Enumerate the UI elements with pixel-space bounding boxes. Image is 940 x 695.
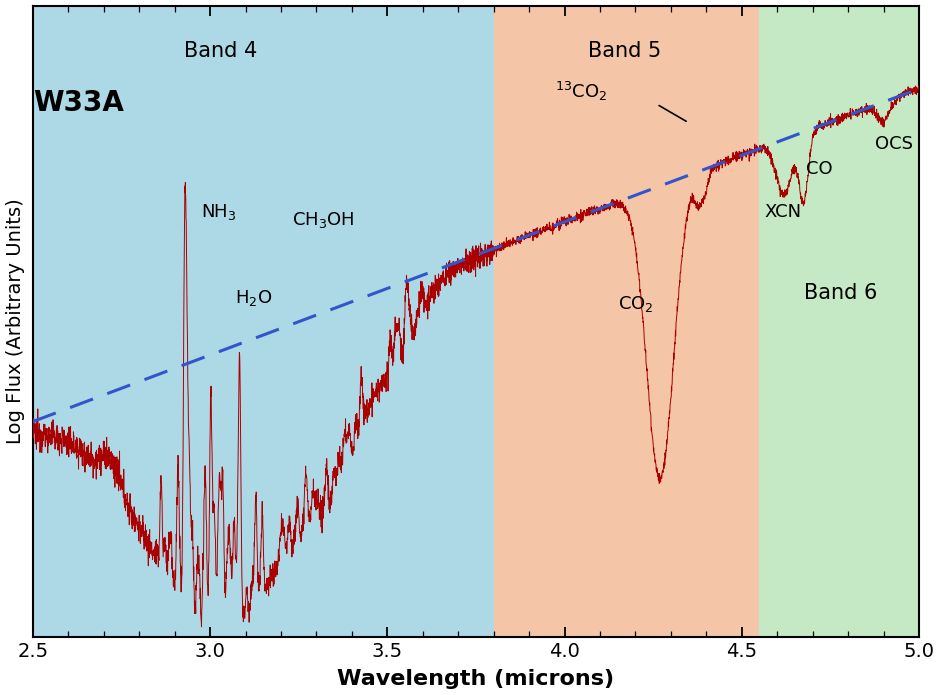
Text: CO$_2$: CO$_2$ xyxy=(618,295,653,314)
Text: XCN: XCN xyxy=(765,203,802,221)
Text: W33A: W33A xyxy=(34,89,124,117)
X-axis label: Wavelength (microns): Wavelength (microns) xyxy=(337,669,615,689)
Text: H$_2$O: H$_2$O xyxy=(235,288,273,309)
Text: OCS: OCS xyxy=(874,136,913,153)
Text: Band 6: Band 6 xyxy=(805,283,878,303)
Text: Band 4: Band 4 xyxy=(184,41,258,61)
Text: Band 5: Band 5 xyxy=(588,41,662,61)
Text: CO: CO xyxy=(806,160,832,178)
Bar xyxy=(33,6,494,637)
Text: NH$_3$: NH$_3$ xyxy=(201,202,237,222)
Bar xyxy=(760,6,919,637)
Y-axis label: Log Flux (Arbitrary Units): Log Flux (Arbitrary Units) xyxy=(6,199,24,444)
Text: $^{13}$CO$_2$: $^{13}$CO$_2$ xyxy=(555,81,607,104)
Bar xyxy=(494,6,760,637)
Text: CH$_3$OH: CH$_3$OH xyxy=(292,210,354,230)
